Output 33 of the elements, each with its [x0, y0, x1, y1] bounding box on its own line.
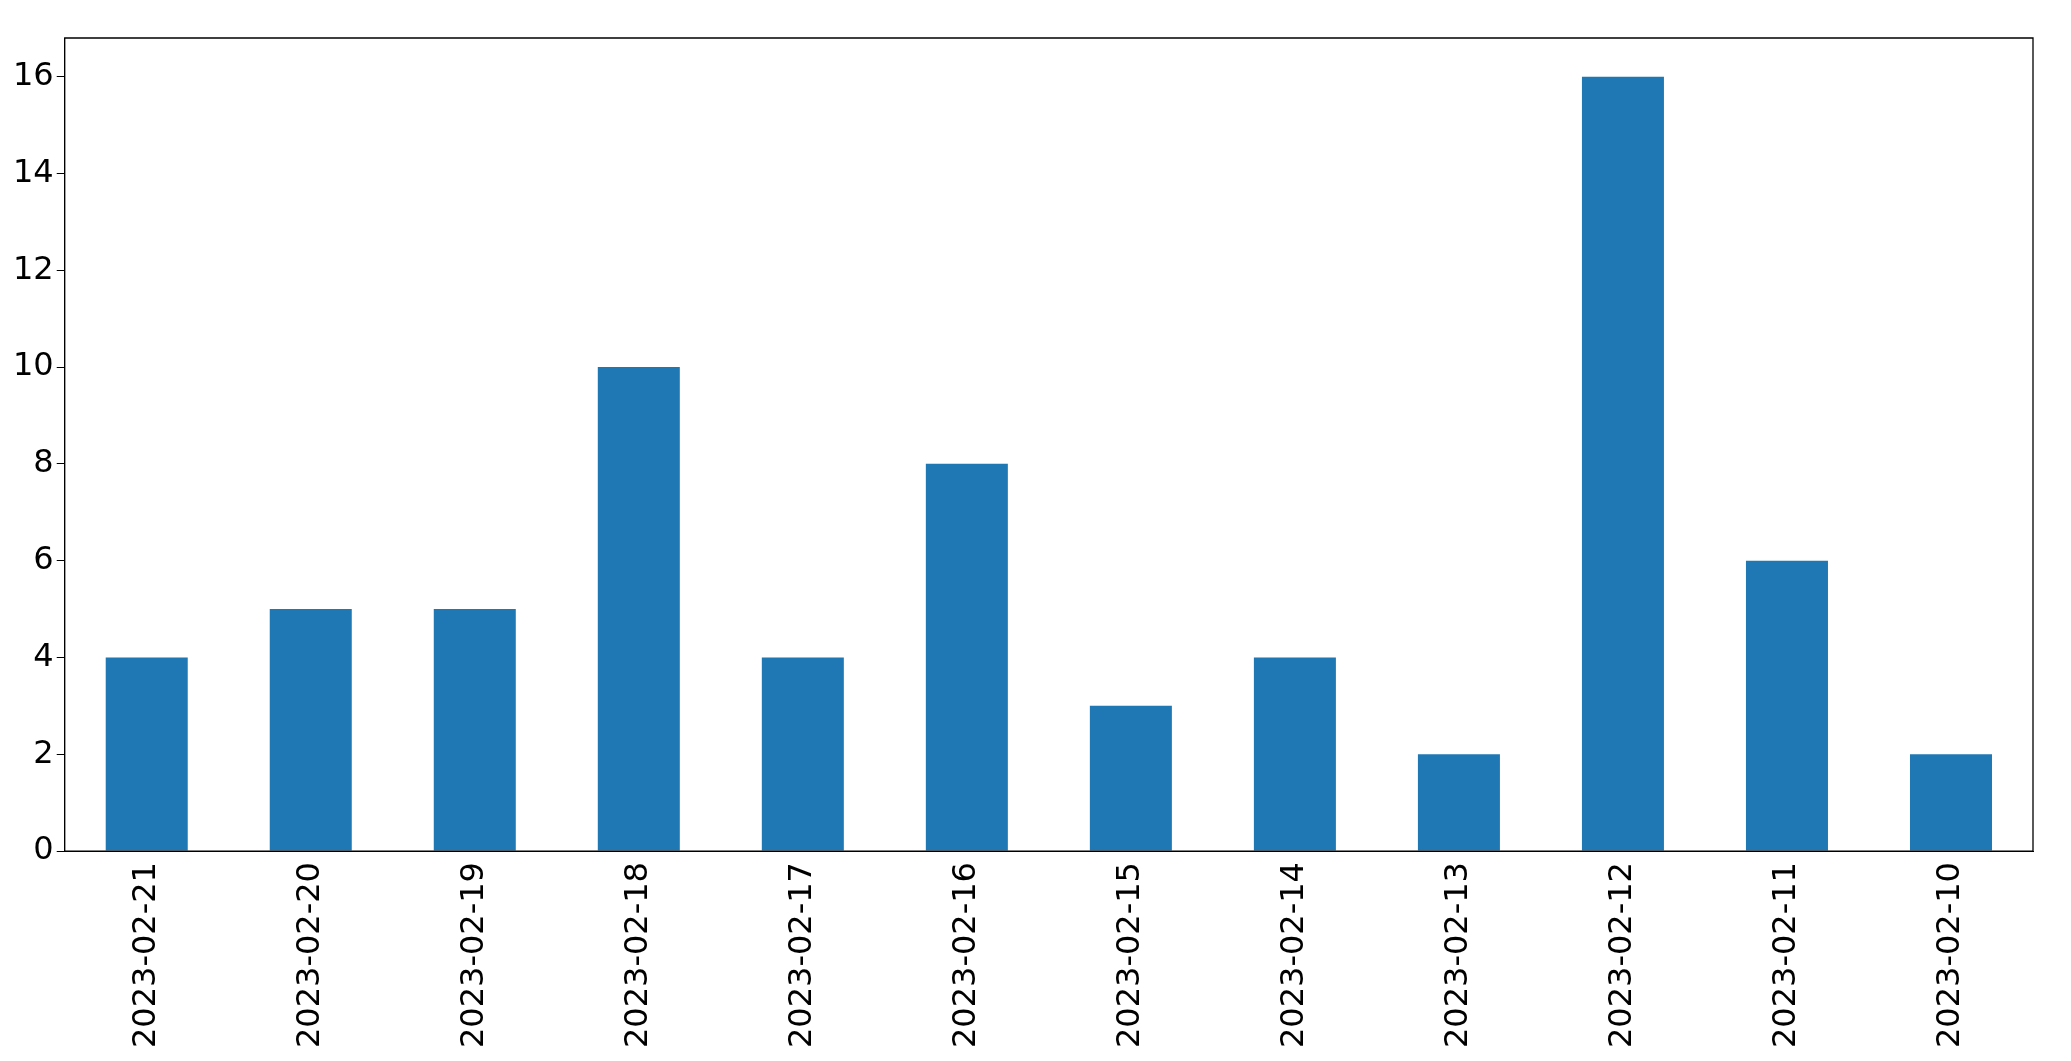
x-tick-label: 2023-02-15 [1109, 862, 1148, 1048]
x-tick-label: 2023-02-13 [1437, 862, 1476, 1048]
y-tick-label: 12 [13, 248, 54, 287]
x-tick-label: 2023-02-20 [289, 862, 328, 1048]
y-tick-label: 10 [13, 345, 54, 384]
bar [925, 463, 1008, 851]
x-tick-label: 2023-02-19 [453, 862, 492, 1048]
bar [1417, 754, 1500, 851]
y-tick-label: 14 [13, 151, 54, 190]
y-tick-label: 4 [33, 635, 54, 674]
y-tick-label: 0 [33, 829, 54, 868]
bar [269, 609, 352, 851]
bar [1253, 657, 1336, 851]
bar [1909, 754, 1992, 851]
bar [1581, 76, 1664, 851]
x-tick-label: 2023-02-10 [1929, 862, 1968, 1048]
x-tick-label: 2023-02-21 [125, 862, 164, 1048]
bar [761, 657, 844, 851]
y-tick-label: 2 [33, 732, 54, 771]
bar [597, 367, 680, 851]
bar [1745, 560, 1828, 851]
bar [1089, 705, 1172, 851]
bar [105, 657, 188, 851]
y-tick-label: 16 [13, 55, 54, 94]
x-tick-label: 2023-02-14 [1273, 862, 1312, 1048]
x-tick-label: 2023-02-16 [945, 862, 984, 1048]
x-tick-label: 2023-02-12 [1601, 862, 1640, 1048]
y-tick-label: 6 [33, 538, 54, 577]
y-tick-label: 8 [33, 442, 54, 481]
x-tick-label: 2023-02-11 [1765, 862, 1804, 1048]
x-tick-label: 2023-02-18 [617, 862, 656, 1048]
bar [433, 609, 516, 851]
x-tick-label: 2023-02-17 [781, 862, 820, 1048]
